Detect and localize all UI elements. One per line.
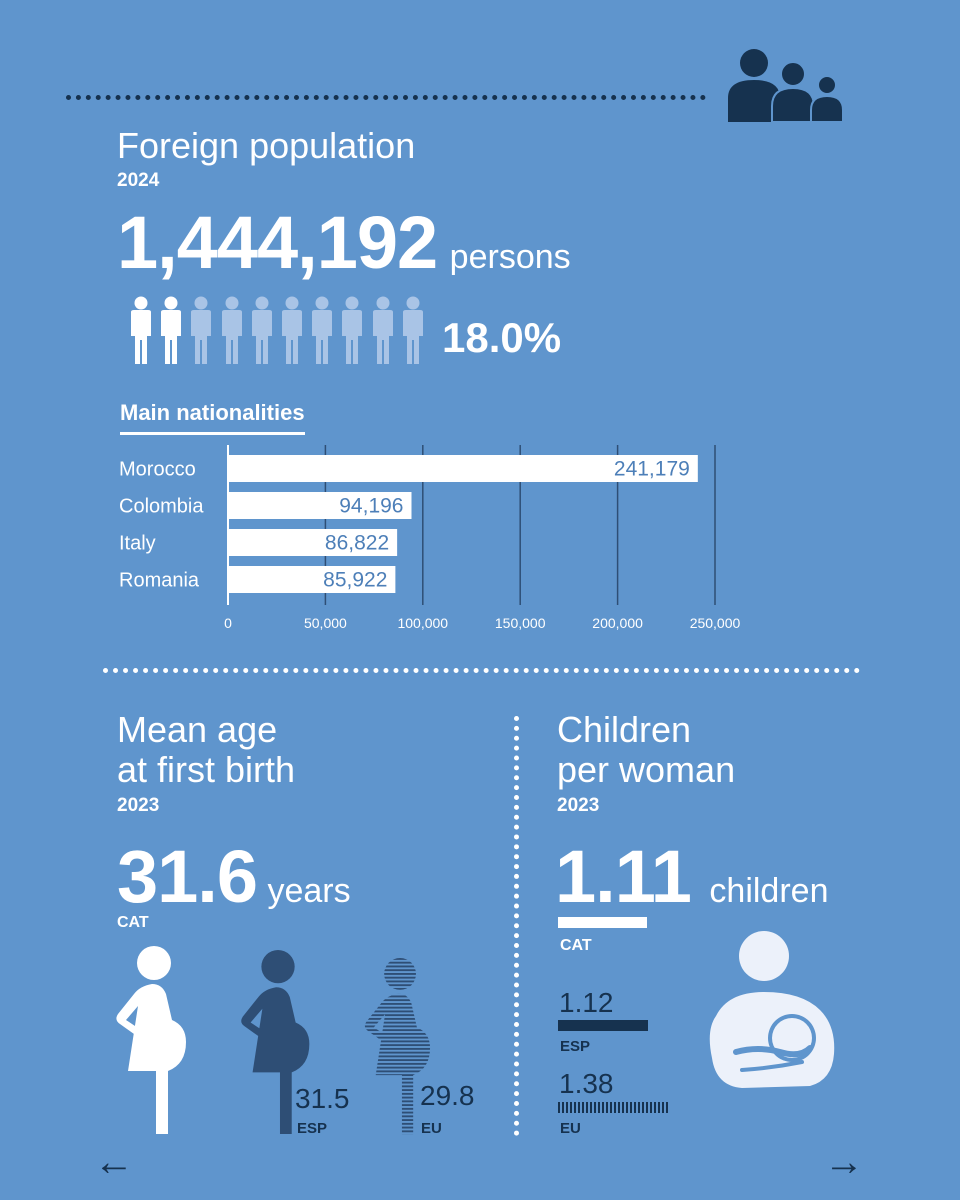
mean-age-esp-label: ESP xyxy=(297,1120,328,1137)
x-tick-label: 100,000 xyxy=(397,615,448,630)
person-icon xyxy=(251,296,272,364)
bar xyxy=(229,492,412,519)
fertility-unit: children xyxy=(709,872,829,910)
fertility-value: 1.11 xyxy=(555,835,692,918)
x-tick-label: 50,000 xyxy=(304,615,347,630)
person-icon xyxy=(161,296,182,364)
bar-value-label: 86,822 xyxy=(325,532,389,555)
mean-age-eu-label: EU xyxy=(421,1120,442,1137)
fertility-eu-bar xyxy=(558,1102,669,1113)
bar xyxy=(229,566,396,593)
foreign-population-title: Foreign population xyxy=(117,125,416,166)
mean-age-value: 31.6 xyxy=(117,835,258,918)
person-icon xyxy=(131,296,151,364)
bar-value-label: 94,196 xyxy=(339,495,403,518)
person-icon xyxy=(221,296,242,364)
family-icon xyxy=(728,49,844,123)
top-dotted-divider xyxy=(66,95,706,100)
foreign-population-percentage: 18.0% xyxy=(442,314,562,361)
mean-age-title-line2: at first birth xyxy=(117,749,296,790)
fertility-title-line1: Children xyxy=(557,709,692,750)
mean-age-title-line1: Mean age xyxy=(117,709,278,750)
x-tick-label: 150,000 xyxy=(495,615,546,630)
fertility-esp-value: 1.12 xyxy=(559,987,614,1018)
people-pictogram xyxy=(128,296,428,366)
x-tick-label: 0 xyxy=(224,615,232,630)
fertility-region: CAT xyxy=(560,937,592,954)
pregnant-woman-icon xyxy=(116,946,186,1134)
fertility-eu-label: EU xyxy=(560,1120,581,1137)
person-icon xyxy=(342,296,363,364)
pregnant-woman-icon xyxy=(241,950,310,1135)
fertility-cat-bar xyxy=(558,917,648,928)
category-label: Colombia xyxy=(119,496,204,518)
category-label: Morocco xyxy=(119,459,196,481)
vertical-dotted-divider xyxy=(514,716,519,1136)
fertility-value-row: 1.11 children xyxy=(555,840,828,914)
nationalities-heading: Main nationalities xyxy=(120,400,305,435)
fertility-esp-bar xyxy=(558,1020,648,1031)
foreign-population-year: 2024 xyxy=(117,170,160,191)
person-icon xyxy=(402,296,423,364)
middle-dotted-divider xyxy=(103,668,860,673)
bar xyxy=(229,455,698,482)
arrow-left-icon[interactable]: ← xyxy=(94,1140,134,1184)
mean-age-region: CAT xyxy=(117,914,149,931)
mean-age-year: 2023 xyxy=(117,795,160,816)
fertility-eu-value: 1.38 xyxy=(559,1068,614,1099)
breastfeeding-mother-icon xyxy=(709,931,835,1088)
person-icon xyxy=(282,296,302,364)
person-icon xyxy=(191,296,212,364)
person-icon xyxy=(372,296,393,364)
bar-value-label: 241,179 xyxy=(614,458,690,481)
nationalities-bar-chart: 0 50,000 100,000 150,000 200,000 250,000 Moroc… xyxy=(119,445,741,630)
mean-age-eu-value: 29.8 xyxy=(420,1080,475,1111)
bar-value-label: 85,922 xyxy=(323,569,387,592)
arrow-right-icon[interactable]: → xyxy=(824,1140,864,1184)
category-label: Romania xyxy=(119,570,200,592)
foreign-population-total-row: 1,444,192 persons xyxy=(117,206,571,280)
mean-age-value-row: 31.6 years xyxy=(117,840,351,914)
fertility-title-line2: per woman xyxy=(557,749,736,790)
foreign-population-unit: persons xyxy=(449,238,571,276)
x-tick-label: 250,000 xyxy=(690,615,741,630)
person-icon xyxy=(312,296,333,364)
fertility-esp-label: ESP xyxy=(560,1038,591,1055)
fertility-year: 2023 xyxy=(557,795,600,816)
mean-age-unit: years xyxy=(267,872,351,910)
mean-age-esp-value: 31.5 xyxy=(295,1083,350,1114)
bar xyxy=(229,529,398,556)
x-tick-label: 200,000 xyxy=(592,615,643,630)
foreign-population-total: 1,444,192 xyxy=(117,201,438,284)
pregnant-woman-icon xyxy=(364,958,431,1135)
category-label: Italy xyxy=(119,533,156,555)
